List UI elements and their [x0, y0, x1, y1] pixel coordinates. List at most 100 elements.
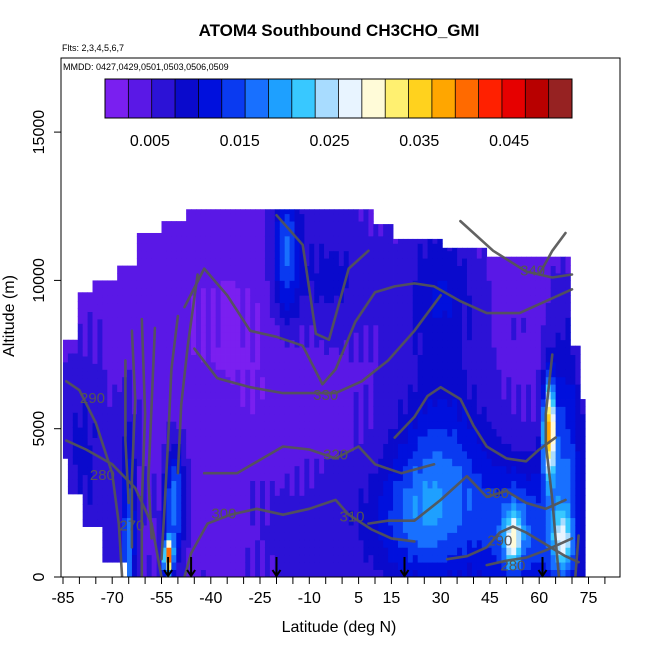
- y-tick-label: 15000: [31, 110, 48, 155]
- heatmap-cell: [501, 458, 507, 467]
- heatmap-cell: [521, 413, 527, 422]
- heatmap-cell: [166, 339, 172, 348]
- heatmap-cell: [195, 421, 202, 430]
- heatmap-cell: [245, 317, 251, 326]
- heatmap-cell: [427, 287, 433, 296]
- heatmap-cell: [358, 391, 364, 400]
- heatmap-cell: [195, 562, 202, 570]
- heatmap-cell: [565, 436, 571, 444]
- heatmap-cell: [136, 347, 143, 355]
- heatmap-cell: [117, 332, 123, 341]
- heatmap-cell: [269, 495, 276, 504]
- heatmap-cell: [526, 480, 532, 489]
- heatmap-cell: [299, 502, 305, 511]
- heatmap-cell: [166, 324, 172, 333]
- heatmap-cell: [274, 391, 281, 400]
- heatmap-cell: [368, 221, 374, 229]
- heatmap-cell: [402, 354, 409, 363]
- heatmap-cell: [225, 436, 231, 444]
- heatmap-cell: [127, 480, 133, 489]
- heatmap-cell: [575, 384, 581, 393]
- heatmap-cell: [511, 406, 517, 415]
- heatmap-cell: [388, 547, 394, 556]
- heatmap-cell: [112, 317, 118, 326]
- heatmap-cell: [491, 332, 497, 341]
- heatmap-cell: [314, 317, 320, 326]
- heatmap-cell: [427, 428, 433, 437]
- heatmap-cell: [146, 280, 153, 289]
- heatmap-cell: [324, 258, 330, 266]
- heatmap-cell: [535, 428, 542, 437]
- heatmap-cell: [97, 482, 103, 490]
- heatmap-cell: [82, 341, 89, 350]
- heatmap-cell: [412, 406, 419, 415]
- heatmap-cell: [127, 502, 133, 511]
- heatmap-cell: [324, 339, 330, 348]
- heatmap-cell: [264, 221, 271, 229]
- heatmap-cell: [161, 228, 167, 237]
- heatmap-cell: [358, 265, 364, 274]
- heatmap-cell: [284, 213, 290, 222]
- heatmap-cell: [210, 539, 217, 548]
- heatmap-cell: [87, 348, 93, 357]
- heatmap-cell: [264, 332, 271, 341]
- heatmap-cell: [210, 421, 217, 430]
- heatmap-cell: [427, 354, 433, 363]
- heatmap-cell: [215, 406, 222, 415]
- heatmap-cell: [496, 421, 502, 430]
- heatmap-cell: [250, 250, 256, 259]
- heatmap-cell: [521, 361, 527, 370]
- contour-line: [544, 353, 561, 577]
- heatmap-cell: [279, 495, 286, 504]
- heatmap-cell: [324, 554, 330, 563]
- heatmap-cell: [333, 258, 340, 266]
- heatmap-cell: [264, 287, 271, 296]
- heatmap-cell: [506, 480, 512, 489]
- heatmap-cell: [240, 273, 246, 281]
- heatmap-cell: [141, 465, 148, 474]
- heatmap-cell: [570, 510, 576, 519]
- heatmap-cell: [560, 465, 566, 474]
- heatmap-cell: [447, 258, 453, 266]
- heatmap-cell: [486, 413, 492, 422]
- heatmap-cell: [565, 324, 571, 333]
- heatmap-cell: [343, 280, 350, 289]
- heatmap-cell: [191, 376, 197, 385]
- heatmap-cell: [161, 399, 167, 407]
- heatmap-cell: [255, 413, 261, 422]
- heatmap-cell: [348, 465, 355, 474]
- heatmap-cell: [506, 413, 512, 422]
- heatmap-cell: [92, 289, 98, 298]
- heatmap-cell: [555, 310, 561, 318]
- heatmap-cell: [388, 369, 394, 378]
- heatmap-cell: [452, 265, 458, 274]
- heatmap-cell: [580, 406, 586, 415]
- heatmap-cell: [481, 428, 488, 437]
- heatmap-cell: [422, 406, 428, 415]
- heatmap-cell: [220, 510, 226, 519]
- heatmap-cell: [462, 376, 468, 385]
- heatmap-cell: [171, 258, 177, 266]
- heatmap-cell: [363, 265, 369, 274]
- heatmap-cell: [476, 569, 483, 577]
- heatmap-cell: [102, 384, 108, 393]
- heatmap-cell: [496, 256, 502, 259]
- heatmap-cell: [530, 258, 537, 266]
- heatmap-cell: [235, 436, 241, 444]
- heatmap-cell: [570, 399, 576, 407]
- heatmap-cell: [225, 413, 231, 422]
- heatmap-cell: [570, 361, 576, 370]
- heatmap-cell: [319, 458, 325, 467]
- heatmap-cell: [289, 361, 295, 370]
- heatmap-cell: [565, 265, 571, 274]
- heatmap-cell: [230, 413, 236, 422]
- heatmap-cell: [447, 465, 453, 474]
- heatmap-cell: [77, 301, 84, 309]
- heatmap-cell: [378, 458, 384, 467]
- heatmap-cell: [314, 354, 320, 363]
- heatmap-cell: [205, 421, 212, 430]
- heatmap-cell: [353, 399, 359, 407]
- heatmap-cell: [501, 502, 507, 511]
- heatmap-cell: [314, 302, 320, 311]
- heatmap-cell: [279, 502, 286, 511]
